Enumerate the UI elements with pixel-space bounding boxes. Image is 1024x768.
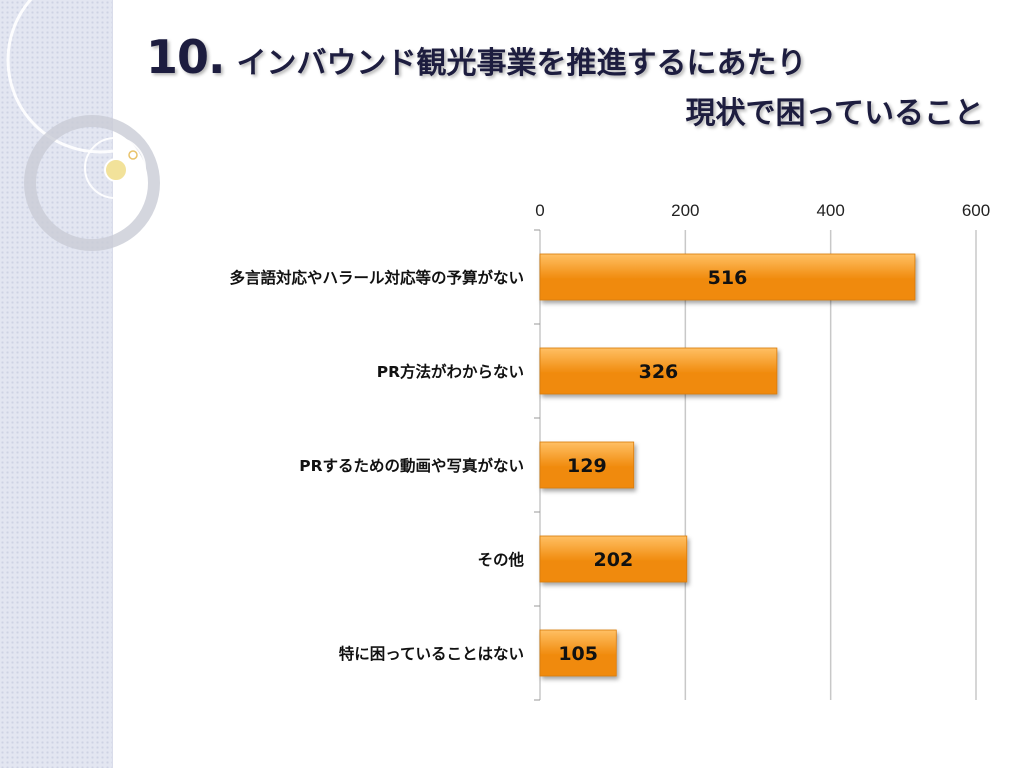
data-label: 202 bbox=[594, 549, 634, 571]
title-number: 10. bbox=[146, 30, 225, 84]
category-label: PRするための動画や写真がない bbox=[299, 456, 524, 475]
bar bbox=[539, 347, 778, 395]
title-line-1: 10. インバウンド観光事業を推進するにあたり bbox=[146, 30, 1006, 84]
data-label: 516 bbox=[708, 267, 748, 289]
x-tick-label: 0 bbox=[535, 201, 544, 220]
decor-yellow-dot bbox=[104, 158, 128, 182]
decor-gray-ring bbox=[24, 115, 160, 251]
title-text-1: インバウンド観光事業を推進するにあたり bbox=[236, 46, 807, 81]
bar bbox=[539, 441, 635, 489]
bar bbox=[539, 629, 617, 677]
bar bbox=[539, 253, 916, 301]
bar bbox=[539, 535, 688, 583]
title-line-2: 現状で困っていること bbox=[685, 96, 985, 131]
category-label: PR方法がわからない bbox=[377, 362, 524, 381]
x-tick-label: 600 bbox=[962, 201, 990, 220]
data-label: 105 bbox=[558, 643, 598, 665]
slide-title: 10. インバウンド観光事業を推進するにあたり 現状で困っていること bbox=[146, 30, 1006, 132]
data-label: 326 bbox=[639, 361, 679, 383]
x-tick-label: 200 bbox=[671, 201, 699, 220]
decorative-circles bbox=[6, 0, 194, 251]
category-label: 特に困っていることはない bbox=[339, 644, 524, 663]
decor-tiny-dot bbox=[128, 150, 138, 160]
decor-small-ring bbox=[84, 137, 146, 199]
decor-large-ring bbox=[6, 0, 194, 154]
category-label: その他 bbox=[477, 550, 524, 569]
category-label: 多言語対応やハラール対応等の予算がない bbox=[229, 268, 524, 287]
x-tick-label: 400 bbox=[816, 201, 844, 220]
data-label: 129 bbox=[567, 455, 607, 477]
